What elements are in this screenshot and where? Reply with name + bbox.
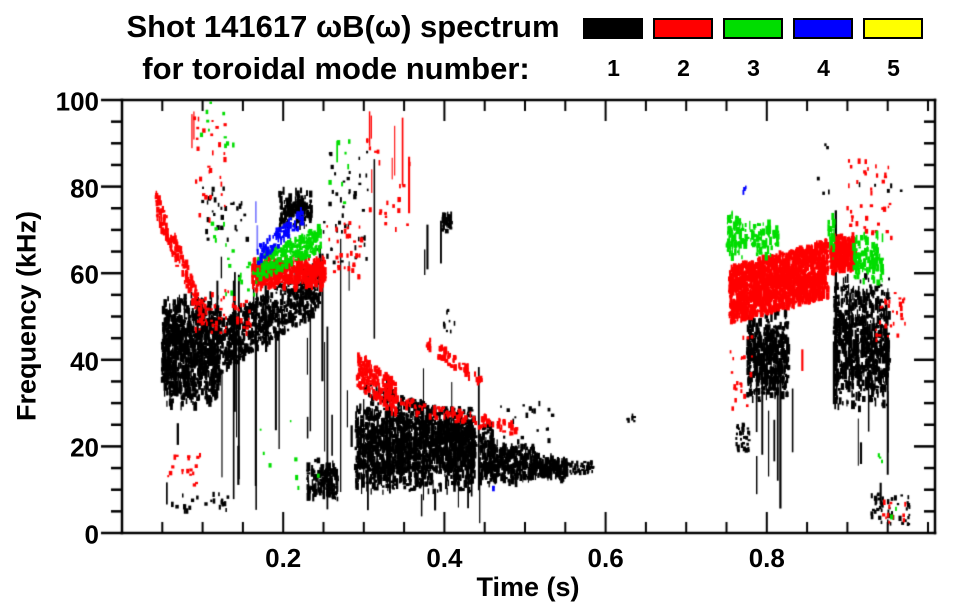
x-axis-title: Time (s) xyxy=(476,572,580,602)
x-tick-label-0.6: 0.6 xyxy=(587,543,624,573)
y-tick-label-40: 40 xyxy=(70,346,99,377)
legend-swatch-mode-3 xyxy=(723,18,783,39)
legend-label-mode-5: 5 xyxy=(887,55,900,81)
plot-title-line2: for toroidal mode number: xyxy=(142,51,530,86)
y-tick-label-100: 100 xyxy=(55,86,99,117)
y-axis-title: Frequency (kHz) xyxy=(11,210,42,422)
legend-swatch-mode-2 xyxy=(653,18,713,39)
x-tick-label-0.4: 0.4 xyxy=(426,543,463,573)
legend-label-mode-4: 4 xyxy=(817,55,830,81)
y-tick-label-60: 60 xyxy=(70,259,99,290)
plot-title-line1: Shot 141617 ωB(ω) spectrum xyxy=(126,9,560,44)
legend-label-mode-1: 1 xyxy=(607,55,620,81)
x-tick-label-0.8: 0.8 xyxy=(748,543,785,573)
legend-swatch-mode-5 xyxy=(863,18,923,39)
y-tick-label-20: 20 xyxy=(70,432,99,463)
y-tick-label-0: 0 xyxy=(84,519,99,550)
x-tick-label-0.2: 0.2 xyxy=(265,543,302,573)
legend-swatch-mode-4 xyxy=(793,18,853,39)
y-tick-label-80: 80 xyxy=(70,173,99,204)
legend-label-mode-2: 2 xyxy=(677,55,690,81)
legend-label-mode-3: 3 xyxy=(747,55,760,81)
legend-swatch-mode-1 xyxy=(583,18,643,39)
